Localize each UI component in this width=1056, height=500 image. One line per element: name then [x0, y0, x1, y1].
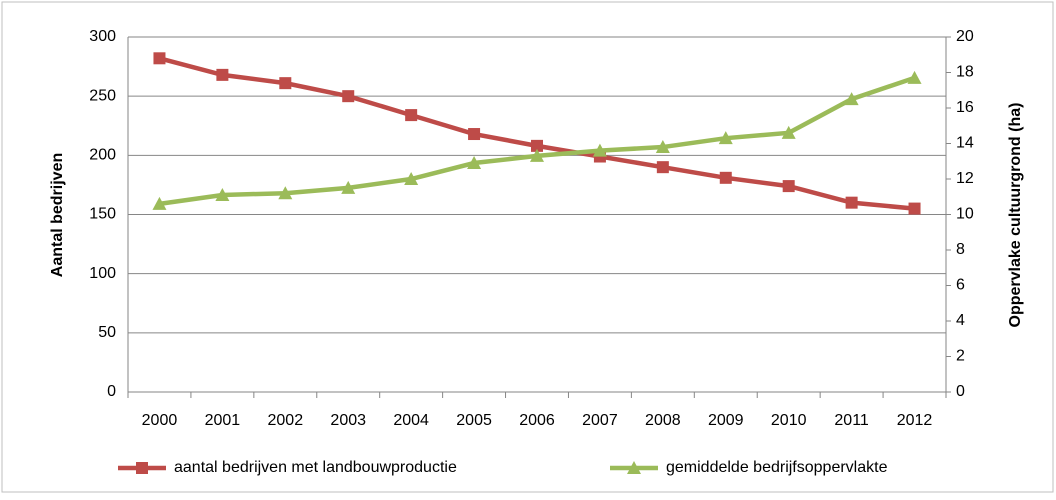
legend-label: gemiddelde bedrijfsoppervlakte: [666, 459, 888, 476]
data-point: [342, 90, 355, 103]
data-point: [592, 143, 607, 157]
y-axis-label: Aantal bedrijven: [49, 153, 66, 277]
data-point: [907, 70, 922, 84]
y2-tick-label: 0: [956, 383, 965, 400]
y2-tick-label: 14: [956, 135, 974, 152]
x-tick-label: 2000: [142, 412, 178, 429]
y2-axis-label: Oppervlake cultuurgrond (ha): [1007, 103, 1024, 328]
x-tick-label: 2009: [708, 412, 744, 429]
data-point: [781, 125, 796, 139]
data-point: [341, 180, 356, 194]
data-point: [656, 161, 669, 174]
y2-tick-label: 18: [956, 64, 974, 81]
y2-tick-label: 12: [956, 170, 974, 187]
y-tick-label: 200: [89, 147, 116, 164]
legend-label: aantal bedrijven met landbouwproductie: [174, 459, 457, 476]
y-tick-label: 50: [98, 324, 116, 341]
y2-tick-label: 6: [956, 277, 965, 294]
x-tick-label: 2010: [771, 412, 807, 429]
legend-marker: [627, 461, 641, 474]
data-point: [655, 140, 670, 154]
y2-tick-label: 4: [956, 312, 965, 329]
x-tick-label: 2006: [519, 412, 555, 429]
data-point: [908, 202, 921, 215]
data-point: [845, 196, 858, 209]
data-point: [844, 92, 859, 106]
legend-marker: [136, 462, 148, 474]
data-point: [719, 171, 732, 184]
y-tick-label: 0: [107, 383, 116, 400]
x-tick-label: 2012: [897, 412, 933, 429]
x-tick-label: 2005: [456, 412, 492, 429]
y2-tick-label: 8: [956, 241, 965, 258]
data-point: [782, 180, 795, 193]
data-point: [530, 148, 544, 162]
x-tick-label: 2001: [205, 412, 241, 429]
x-tick-label: 2011: [834, 412, 869, 429]
data-point: [278, 186, 293, 200]
data-point: [405, 109, 418, 122]
data-point: [153, 52, 166, 65]
data-point: [215, 187, 230, 201]
data-point: [404, 172, 419, 185]
data-point: [279, 77, 292, 90]
data-point: [531, 139, 543, 152]
data-point: [467, 156, 482, 170]
y2-tick-label: 20: [956, 28, 974, 45]
data-point: [718, 131, 733, 145]
y2-tick-label: 2: [956, 348, 965, 365]
y-tick-label: 150: [89, 206, 116, 223]
y-tick-label: 250: [89, 87, 116, 104]
y2-tick-label: 10: [956, 206, 974, 223]
x-tick-label: 2007: [582, 412, 618, 429]
x-tick-label: 2003: [330, 412, 366, 429]
data-point: [468, 128, 481, 141]
x-tick-label: 2008: [645, 412, 681, 429]
data-point: [216, 68, 229, 81]
x-tick-label: 2002: [268, 412, 304, 429]
data-point: [152, 196, 167, 210]
x-tick-label: 2004: [393, 412, 429, 429]
y-tick-label: 300: [89, 28, 116, 45]
y-tick-label: 100: [89, 265, 116, 282]
y2-tick-label: 16: [956, 99, 974, 116]
